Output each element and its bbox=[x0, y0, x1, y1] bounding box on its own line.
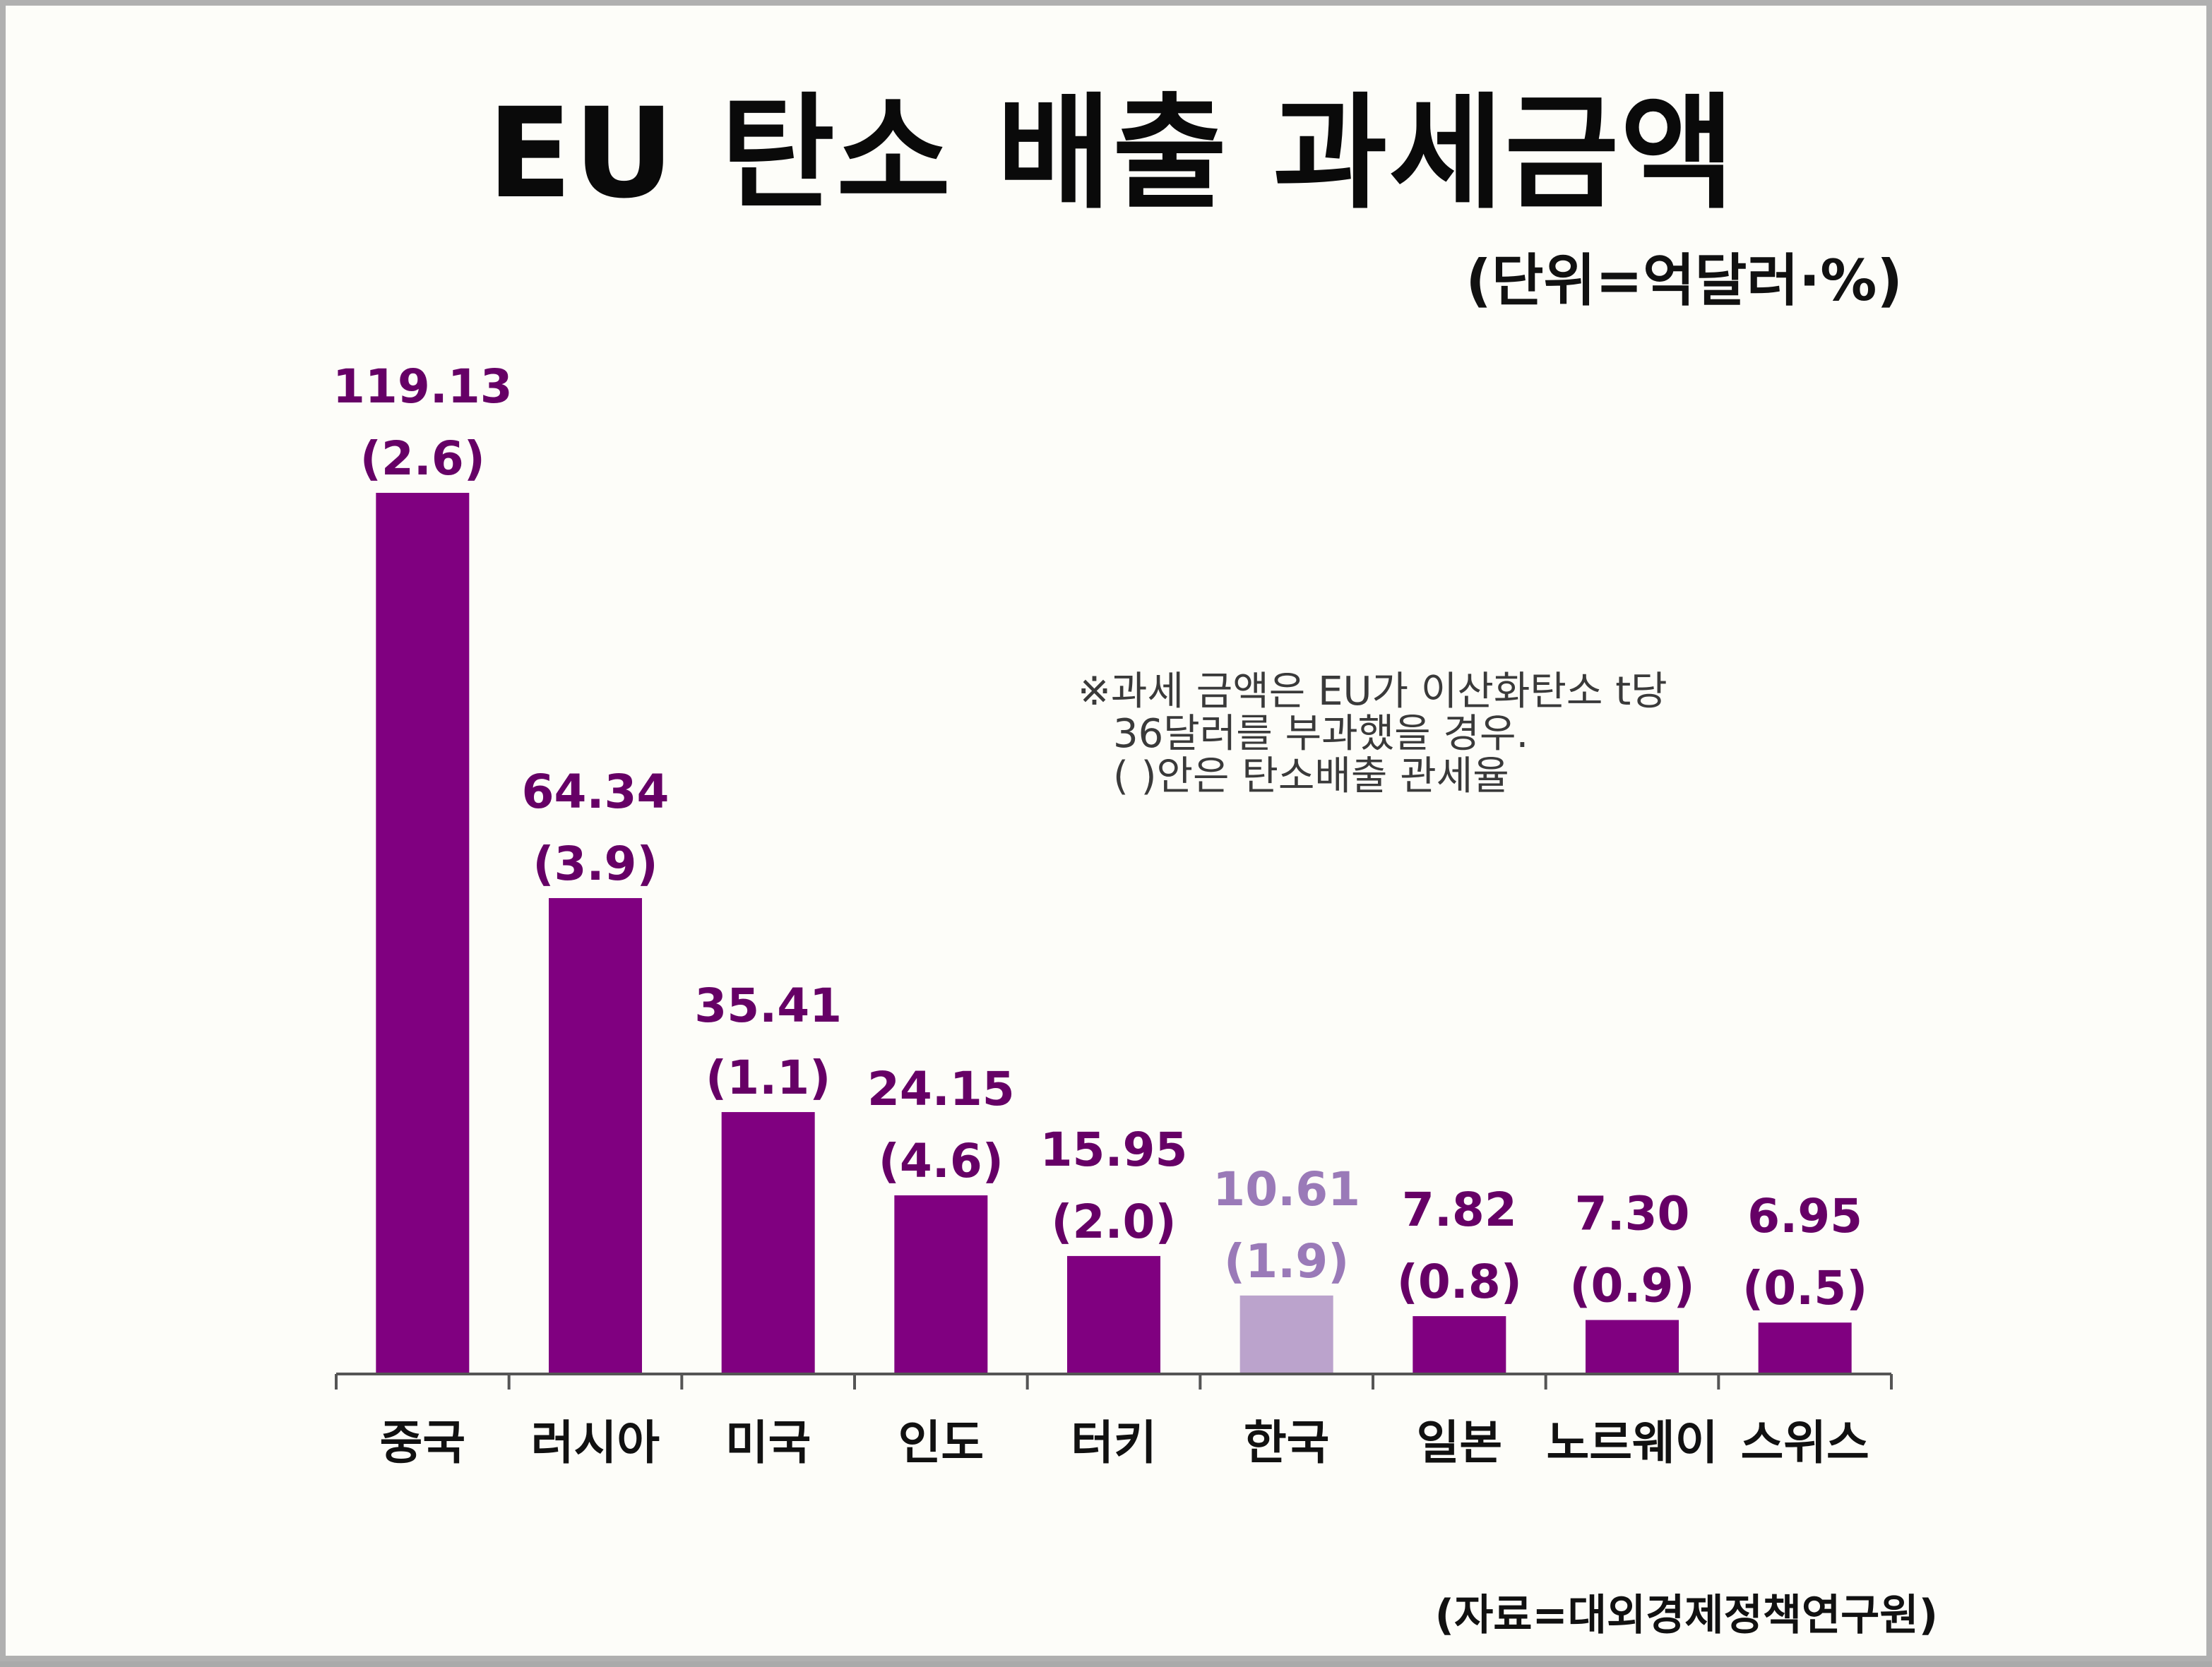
category-label: 스위스 bbox=[1741, 1416, 1869, 1470]
category-label: 러시아 bbox=[531, 1416, 660, 1470]
category-label: 미국 bbox=[725, 1416, 811, 1470]
x-axis bbox=[335, 1373, 1893, 1390]
bar-7 bbox=[1413, 1316, 1506, 1374]
value-label: 35.41 bbox=[694, 979, 842, 1033]
rate-label: (2.0) bbox=[1051, 1195, 1176, 1249]
rate-label: (3.9) bbox=[533, 837, 658, 891]
unit-label: (단위=억달러·%) bbox=[1465, 248, 1903, 313]
category-label: 한국 bbox=[1244, 1416, 1329, 1470]
bar-5 bbox=[1067, 1255, 1160, 1374]
bar-chart: 119.13 (2.6) 64.34 (3.9) 35.41 (1.1) 24.15 (4.6… bbox=[333, 359, 1893, 1470]
chart-title: EU 탄소 배출 과세금액 bbox=[487, 81, 1737, 226]
rate-label: (1.1) bbox=[706, 1051, 831, 1105]
source-label: (자료=대외경제정책연구원) bbox=[1434, 1591, 1938, 1640]
footnote: ※과세 금액은 EU가 이산화탄소 t당 36달러를 부과했을 경우. ( )안… bbox=[1078, 671, 1667, 798]
category-labels-group: 중국 러시아 미국 인도 터키 한국 일본 노르웨이 스위스 bbox=[380, 1416, 1869, 1470]
value-label: 24.15 bbox=[867, 1062, 1015, 1116]
rate-label: (2.6) bbox=[360, 431, 485, 486]
bar-6 bbox=[1239, 1295, 1333, 1374]
rate-label: (0.9) bbox=[1569, 1259, 1694, 1313]
value-label: 15.95 bbox=[1040, 1123, 1188, 1177]
value-labels-group: 119.13 (2.6) 64.34 (3.9) 35.41 (1.1) 24.15 (4.6… bbox=[333, 359, 1867, 1315]
bar-1 bbox=[376, 493, 470, 1374]
category-label: 일본 bbox=[1417, 1416, 1502, 1470]
value-label: 7.82 bbox=[1402, 1183, 1517, 1237]
rate-label: (1.9) bbox=[1224, 1234, 1349, 1289]
bar-9 bbox=[1758, 1322, 1852, 1374]
value-label: 119.13 bbox=[333, 359, 513, 414]
rate-label: (0.5) bbox=[1742, 1261, 1867, 1315]
value-label: 64.34 bbox=[522, 765, 670, 819]
footnote-line-1: ※과세 금액은 EU가 이산화탄소 t당 bbox=[1078, 669, 1667, 715]
bar-3 bbox=[721, 1112, 815, 1374]
bar-2 bbox=[549, 897, 642, 1374]
category-label: 터키 bbox=[1071, 1416, 1156, 1470]
bar-4 bbox=[894, 1195, 988, 1374]
category-label: 인도 bbox=[898, 1416, 984, 1470]
rate-label: (0.8) bbox=[1397, 1255, 1522, 1309]
value-label: 6.95 bbox=[1747, 1189, 1862, 1243]
category-label: 노르웨이 bbox=[1547, 1416, 1718, 1470]
bar-8 bbox=[1586, 1320, 1679, 1374]
footnote-line-3: ( )안은 탄소배출 관세율 bbox=[1113, 753, 1509, 799]
value-label: 10.61 bbox=[1213, 1162, 1360, 1217]
category-label: 중국 bbox=[380, 1416, 465, 1470]
rate-label: (4.6) bbox=[879, 1134, 1004, 1188]
bars-group bbox=[376, 493, 1852, 1374]
value-label: 7.30 bbox=[1575, 1187, 1690, 1241]
footnote-line-2: 36달러를 부과했을 경우. bbox=[1113, 711, 1529, 757]
